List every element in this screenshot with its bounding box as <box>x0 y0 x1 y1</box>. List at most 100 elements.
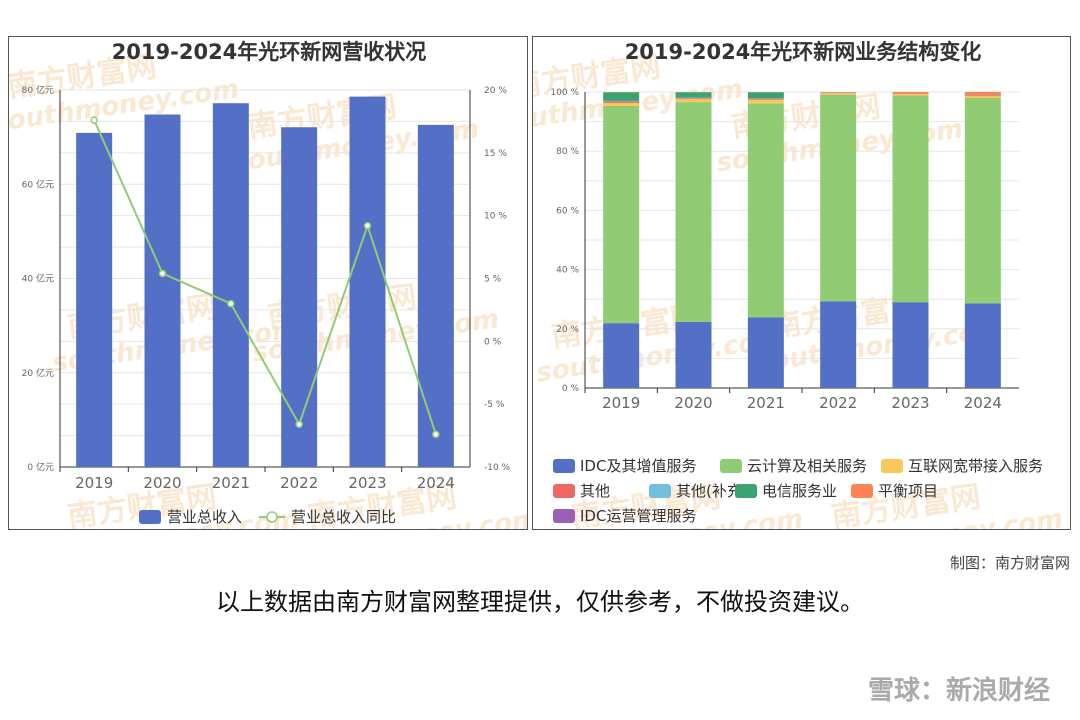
x-tick-label: 2024 <box>964 394 1002 412</box>
y-tick-label: 40 % <box>556 266 579 276</box>
legend-swatch-revenue <box>139 510 161 524</box>
revenue-chart: 南方财富网southmoney.com南方财富网southmoney.com南方… <box>9 40 527 529</box>
structure-chart-panel: 南方财富网southmoney.com南方财富网southmoney.com南方… <box>532 36 1071 530</box>
revenue-bar <box>76 132 113 467</box>
yoy-point <box>295 420 303 429</box>
stack-segment <box>603 101 640 103</box>
revenue-bar <box>281 127 318 467</box>
stack-segment <box>892 94 929 96</box>
yoy-point <box>432 430 440 439</box>
y2-tick-label: 20 % <box>484 86 507 96</box>
stack-segment <box>747 92 784 99</box>
stack-segment <box>892 92 929 94</box>
stack-segment <box>892 93 929 95</box>
stack-segment <box>603 323 640 388</box>
stack-segment <box>964 96 1001 98</box>
stack-segment <box>892 302 929 388</box>
legend-swatch <box>881 459 903 473</box>
yoy-point <box>158 269 167 278</box>
revenue-bar <box>144 114 181 467</box>
y2-tick-label: 0 % <box>484 337 502 347</box>
stack-segment <box>747 103 784 318</box>
brand-watermark: 雪球：新浪财经 <box>867 676 1050 706</box>
y-tick-label: 40 亿元 <box>22 273 54 285</box>
x-tick-label: 2022 <box>280 474 318 492</box>
legend-label-revenue: 营业总收入 <box>167 508 242 526</box>
x-tick-label: 2022 <box>819 394 857 412</box>
stack-segment <box>820 93 857 95</box>
legend-label: IDC及其增值服务 <box>580 457 696 475</box>
x-tick-label: 2021 <box>747 394 785 412</box>
revenue-chart-panel: 南方财富网southmoney.com南方财富网southmoney.com南方… <box>8 36 528 530</box>
legend-label: 其他 <box>580 482 610 500</box>
structure-chart: 南方财富网southmoney.com南方财富网southmoney.com南方… <box>533 40 1065 529</box>
chart-title: 2019-2024年光环新网营收状况 <box>112 40 427 64</box>
stack-segment <box>820 94 857 302</box>
y-tick-label: 20 亿元 <box>22 367 54 379</box>
legend-swatch <box>649 484 671 498</box>
legend-label: 电信服务业 <box>762 482 837 500</box>
y-tick-label: 20 % <box>556 325 579 335</box>
stack-segment <box>964 95 1001 97</box>
revenue-bar <box>349 96 386 467</box>
revenue-bar <box>212 103 249 467</box>
legend-swatch <box>851 484 873 498</box>
revenue-bar <box>417 124 454 467</box>
x-tick-label: 2020 <box>674 394 712 412</box>
legend-label: 互联网宽带接入服务 <box>908 457 1043 475</box>
y2-tick-label: -10 % <box>484 463 511 473</box>
stack-segment <box>675 102 712 322</box>
y-tick-label: 60 亿元 <box>22 178 54 190</box>
x-tick-label: 2023 <box>348 474 386 492</box>
stack-segment <box>892 95 929 303</box>
legend-label: 其他(补充) <box>676 482 748 500</box>
stack-segment <box>747 99 784 104</box>
legend-swatch <box>720 459 742 473</box>
stack-segment <box>675 321 712 388</box>
stack-segment <box>603 105 640 324</box>
y2-tick-label: 10 % <box>484 212 507 222</box>
legend-swatch <box>553 484 575 498</box>
y2-tick-label: -5 % <box>484 400 505 410</box>
stack-segment <box>820 301 857 388</box>
x-tick-label: 2021 <box>212 474 250 492</box>
legend-swatch <box>553 459 575 473</box>
yoy-line <box>93 119 437 435</box>
y-tick-label: 80 亿元 <box>22 84 54 96</box>
legend-label: 云计算及相关服务 <box>747 457 867 475</box>
y2-tick-label: 15 % <box>484 149 507 159</box>
stack-segment <box>747 317 784 388</box>
stack-segment <box>675 99 712 103</box>
legend-label-yoy: 营业总收入同比 <box>291 508 396 526</box>
stack-segment <box>820 92 857 94</box>
legend-label: IDC运营管理服务 <box>580 507 696 525</box>
chart-credit: 制图：南方财富网 <box>949 554 1070 572</box>
yoy-point <box>90 116 98 124</box>
x-tick-label: 2019 <box>602 394 640 412</box>
stack-segment <box>603 100 640 102</box>
stack-segment <box>603 102 640 106</box>
x-tick-label: 2020 <box>143 474 181 492</box>
stack-segment <box>675 97 712 99</box>
stack-segment <box>675 92 712 98</box>
legend-swatch <box>735 484 757 498</box>
stack-segment <box>964 92 1001 95</box>
stack-segment <box>964 303 1001 388</box>
x-tick-label: 2024 <box>417 474 455 492</box>
y2-tick-label: 5 % <box>484 275 502 285</box>
y-tick-label: 0 % <box>562 384 580 394</box>
chart-title: 2019-2024年光环新网业务结构变化 <box>625 40 982 64</box>
legend-marker-yoy <box>266 511 278 523</box>
y-tick-label: 80 % <box>556 147 579 157</box>
stack-segment <box>603 92 640 101</box>
y-tick-label: 100 % <box>550 88 579 98</box>
legend-label: 平衡项目 <box>878 482 938 500</box>
stack-segment <box>675 98 712 100</box>
stack-segment <box>747 98 784 100</box>
disclaimer-text: 以上数据由南方财富网整理提供，仅供参考，不做投资建议。 <box>216 588 864 616</box>
yoy-point <box>227 299 235 308</box>
y-tick-label: 60 % <box>556 206 579 216</box>
x-tick-label: 2019 <box>75 474 113 492</box>
legend-swatch <box>553 509 575 523</box>
y-tick-label: 0 亿元 <box>27 461 54 473</box>
